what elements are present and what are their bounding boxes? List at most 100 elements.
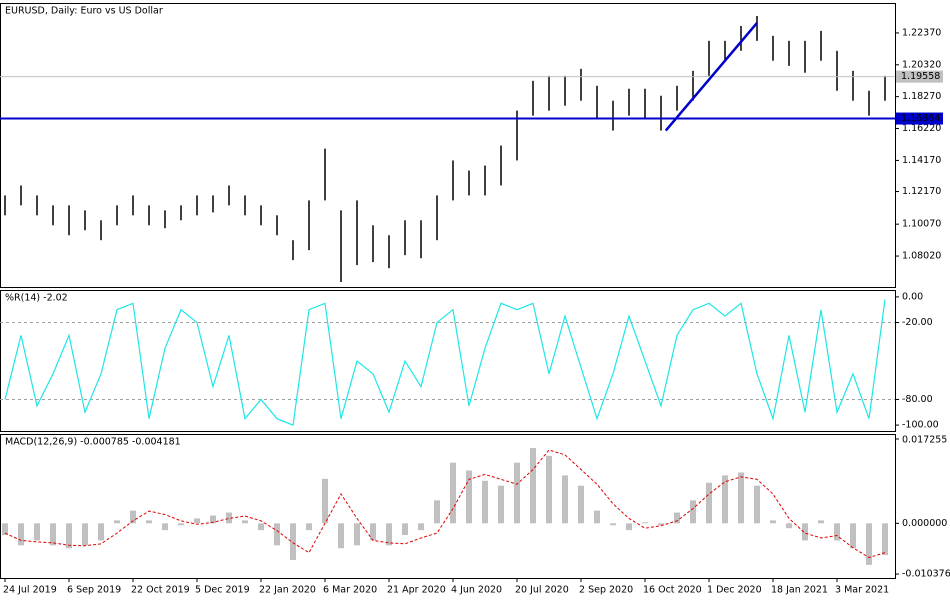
macd-bar xyxy=(770,520,776,524)
macd-bar xyxy=(834,523,840,541)
macd-bar xyxy=(690,500,696,524)
macd-bar xyxy=(546,455,552,524)
macd-bar xyxy=(162,523,168,531)
macd-bar xyxy=(402,523,408,536)
macd-bar xyxy=(450,462,456,524)
x-tick-label: 24 Jul 2019 xyxy=(3,585,57,596)
wpr-line xyxy=(4,299,886,426)
macd-bar xyxy=(18,523,24,546)
macd-bar xyxy=(802,523,808,541)
macd-bar xyxy=(882,523,888,556)
macd-bar xyxy=(354,523,360,546)
y-tick-label: 1.18270 xyxy=(902,91,941,102)
macd-bar xyxy=(722,475,728,524)
macd-bar xyxy=(274,523,280,546)
y-tick-label: 1.16220 xyxy=(902,123,941,134)
x-tick-label: 22 Jan 2020 xyxy=(259,585,316,596)
x-tick-label: 16 Oct 2020 xyxy=(643,585,702,596)
macd-bar xyxy=(306,523,312,531)
price-panel xyxy=(0,3,896,288)
y-tick-label: 1.12170 xyxy=(902,186,941,197)
macd-bar xyxy=(322,478,328,524)
macd-bar xyxy=(530,448,536,524)
macd-bar xyxy=(2,523,8,536)
x-tick-label: 18 Jan 2021 xyxy=(771,585,828,596)
y-tick-label: 0.00 xyxy=(902,291,923,302)
hline-label-box xyxy=(896,112,943,125)
macd-bar xyxy=(386,523,392,546)
y-tick-label: 1.08020 xyxy=(902,251,941,262)
macd-bar xyxy=(258,523,264,531)
x-tick-label: 6 Mar 2020 xyxy=(323,585,377,596)
y-tick-label: 0.000000 xyxy=(902,518,947,529)
panel-title: %R(14) -2.02 xyxy=(5,293,68,304)
macd-bar xyxy=(418,523,424,531)
x-tick-label: 21 Apr 2020 xyxy=(387,585,446,596)
macd-bar xyxy=(610,523,616,526)
panel-title: EURUSD, Daily: Euro vs US Dollar xyxy=(5,6,163,17)
macd-bar xyxy=(498,485,504,524)
macd-bar xyxy=(290,523,296,560)
y-tick-label: -0.010376 xyxy=(902,569,950,580)
y-tick-label: 1.14170 xyxy=(902,155,941,166)
y-tick-label: 1.10070 xyxy=(902,219,941,230)
price-label: 1.19558 xyxy=(901,71,940,82)
macd-bar xyxy=(82,523,88,546)
macd-bar xyxy=(594,510,600,524)
macd-bar xyxy=(642,522,648,524)
macd-bar xyxy=(514,462,520,524)
macd-bar xyxy=(34,523,40,541)
macd-bar xyxy=(466,470,472,524)
x-tick-label: 22 Oct 2019 xyxy=(131,585,190,596)
macd-bar xyxy=(146,520,152,524)
x-tick-label: 1 Dec 2020 xyxy=(707,585,762,596)
macd-bar xyxy=(130,510,136,524)
macd-bar xyxy=(674,512,680,524)
y-tick-label: -80.00 xyxy=(902,394,933,405)
x-tick-label: 3 Mar 2021 xyxy=(835,585,889,596)
x-tick-label: 5 Dec 2019 xyxy=(195,585,250,596)
trendline xyxy=(664,22,758,132)
hline-label: 1.16864 xyxy=(901,113,940,124)
y-tick-label: 1.22370 xyxy=(902,27,941,38)
macd-bar xyxy=(706,482,712,524)
macd-bar xyxy=(562,475,568,524)
x-tick-label: 6 Sep 2019 xyxy=(67,585,121,596)
macd-bar xyxy=(338,523,344,549)
x-tick-label: 2 Sep 2020 xyxy=(579,585,633,596)
y-tick-label: 0.017255 xyxy=(902,435,947,446)
macd-bar xyxy=(210,515,216,524)
panel-title: MACD(12,26,9) -0.000785 -0.004181 xyxy=(5,437,181,448)
macd-panel xyxy=(0,434,896,579)
signal-line xyxy=(4,449,886,559)
macd-bar xyxy=(178,523,184,526)
macd-bar xyxy=(738,472,744,524)
macd-bar xyxy=(114,520,120,524)
macd-bar xyxy=(626,523,632,531)
y-tick-label: 1.20320 xyxy=(902,59,941,70)
macd-bar xyxy=(850,523,856,549)
macd-bar xyxy=(50,523,56,546)
x-tick-label: 20 Jul 2020 xyxy=(515,585,569,596)
macd-bar xyxy=(434,500,440,524)
macd-bar xyxy=(66,523,72,549)
macd-bar xyxy=(866,523,872,565)
macd-bar xyxy=(370,523,376,541)
macd-bar xyxy=(194,518,200,524)
macd-bar xyxy=(658,523,664,526)
macd-bar xyxy=(818,520,824,524)
macd-bar xyxy=(242,520,248,524)
y-tick-label: -100.00 xyxy=(902,420,939,431)
macd-bar xyxy=(578,485,584,524)
y-tick-label: -20.00 xyxy=(902,317,933,328)
x-tick-label: 4 Jun 2020 xyxy=(451,585,502,596)
wpr-panel xyxy=(0,290,896,432)
macd-bar xyxy=(786,523,792,529)
macd-bar xyxy=(226,512,232,524)
price-label-box xyxy=(896,70,943,83)
macd-bar xyxy=(98,523,104,541)
macd-bar xyxy=(482,480,488,524)
macd-bar xyxy=(754,485,760,524)
